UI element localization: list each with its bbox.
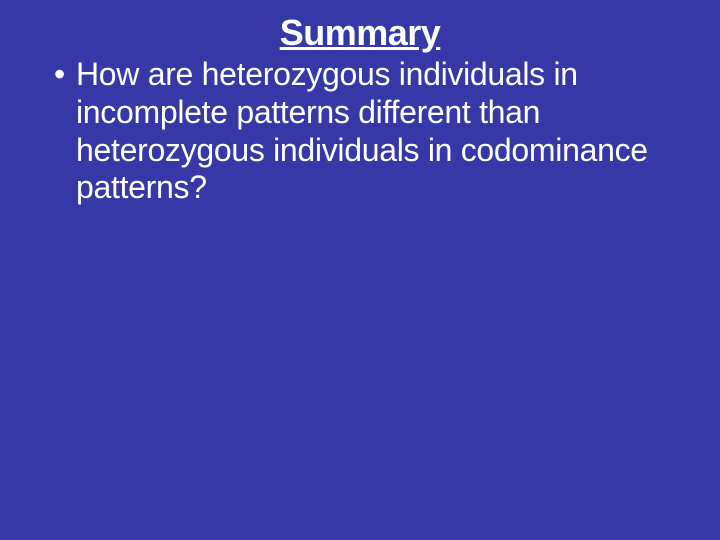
- bullet-item: How are heterozygous individuals in inco…: [54, 56, 690, 207]
- slide-container: Summary How are heterozygous individuals…: [0, 0, 720, 540]
- bullet-list: How are heterozygous individuals in inco…: [30, 56, 690, 207]
- slide-title: Summary: [30, 12, 690, 54]
